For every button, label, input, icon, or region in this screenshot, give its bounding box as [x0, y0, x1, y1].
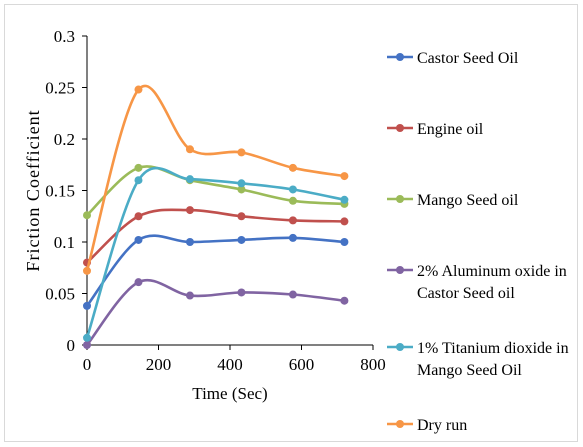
y-tick-label: 0.25 [45, 79, 75, 98]
data-point [340, 296, 349, 305]
series-line [86, 208, 345, 264]
series-line [85, 84, 345, 272]
x-tick-label: 0 [83, 355, 92, 374]
legend-label: Dry run [417, 417, 467, 434]
data-point [83, 333, 91, 342]
y-tick-label: 0 [67, 336, 76, 355]
data-point [185, 175, 194, 184]
data-point [185, 145, 194, 154]
legend-item: Dry run [387, 417, 467, 434]
data-point [237, 179, 246, 188]
x-tick-label: 800 [360, 355, 386, 374]
data-point [83, 211, 91, 220]
legend-label: Mango Seed oil [417, 192, 519, 209]
y-tick-label: 0.05 [45, 285, 75, 304]
legend-item: Mango Seed oil [387, 192, 519, 209]
y-tick-label: 0.15 [45, 182, 75, 201]
data-point [288, 290, 297, 299]
legend-item: Castor Seed Oil [387, 50, 519, 67]
data-point [185, 238, 194, 246]
data-point [134, 278, 143, 287]
legend-swatch-marker [396, 343, 404, 351]
data-point [340, 172, 349, 181]
data-point [83, 266, 91, 275]
data-point [237, 235, 246, 244]
x-tick-label: 400 [217, 355, 243, 374]
legend-label: 1% Titanium dioxide in [417, 340, 569, 357]
x-tick-label: 600 [289, 355, 315, 374]
data-point [134, 212, 143, 221]
x-tick-label: 200 [146, 355, 172, 374]
legend-swatch-marker [396, 266, 404, 274]
data-point [340, 238, 349, 246]
y-tick-label: 0.1 [54, 233, 75, 252]
legend-label: Engine oil [417, 121, 484, 138]
series-2-aluminum-oxide-in-castor-seed-oil [83, 278, 349, 349]
y-axis-title: Friction Coefficient [23, 109, 43, 271]
legend-label: Castor Seed oil [417, 285, 515, 302]
series-1-titanium-dioxide-in-mango-seed-oil [83, 166, 349, 342]
data-point [134, 176, 143, 185]
legend-swatch-marker [396, 124, 404, 132]
data-point [288, 216, 297, 225]
axes: 0 0.05 0.1 0.15 0.2 0.25 0.3 0 200 400 600 800 [45, 27, 386, 374]
data-point [340, 217, 349, 226]
data-point [237, 148, 246, 157]
legend-swatch-marker [396, 420, 404, 428]
data-point [185, 291, 194, 300]
series-castor-seed-oil [83, 233, 349, 310]
data-point [83, 301, 91, 310]
legend-label: Mango Seed Oil [417, 362, 522, 379]
data-point [288, 185, 297, 194]
legend-label: 2% Aluminum oxide in [417, 263, 567, 280]
friction-chart: 0 0.05 0.1 0.15 0.2 0.25 0.3 0 200 400 600 800 Cast… [23, 27, 569, 434]
legend-swatch-marker [396, 53, 404, 61]
legend-item: Engine oil [387, 121, 484, 138]
data-point [237, 185, 246, 194]
chart-frame: 0 0.05 0.1 0.15 0.2 0.25 0.3 0 200 400 600 800 Cast… [4, 4, 578, 442]
series-line [85, 279, 345, 346]
data-point [134, 85, 143, 94]
series-dry-run [83, 84, 349, 275]
y-tick-label: 0.2 [54, 130, 75, 149]
series-layer [83, 84, 349, 349]
data-point [83, 341, 91, 349]
data-point [237, 212, 246, 221]
y-tick-label: 0.3 [54, 27, 75, 46]
legend-item: 1% Titanium dioxide in Mango Seed Oil [387, 340, 569, 379]
data-point [340, 195, 349, 204]
data-point [134, 163, 143, 172]
legend-item: 2% Aluminum oxide in Castor Seed oil [387, 263, 567, 302]
data-point [134, 235, 143, 244]
legend-label: Castor Seed Oil [417, 50, 519, 67]
x-axis-title: Time (Sec) [192, 384, 267, 403]
legend: Castor Seed Oil Engine oil Mango Seed oil 2… [387, 50, 569, 434]
data-point [288, 163, 297, 172]
data-point [288, 196, 297, 205]
data-point [237, 288, 246, 297]
legend-swatch-marker [396, 195, 404, 203]
data-point [288, 233, 297, 242]
data-point [185, 206, 194, 215]
